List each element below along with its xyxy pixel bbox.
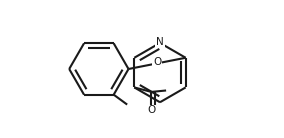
Text: O: O bbox=[147, 105, 156, 115]
Text: N: N bbox=[156, 37, 164, 47]
Text: O: O bbox=[153, 58, 161, 67]
